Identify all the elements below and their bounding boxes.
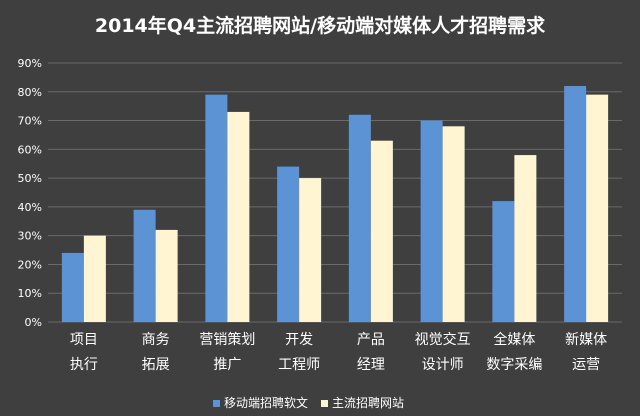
x-tick-label: 拓展 <box>142 357 170 373</box>
bar-series-2 <box>586 94 609 323</box>
x-tick-label: 运营 <box>572 357 600 373</box>
legend-swatch <box>321 400 328 407</box>
y-tick-label: 90% <box>18 57 42 70</box>
bar-series-2 <box>442 126 465 322</box>
legend-label: 主流招聘网站 <box>332 396 404 410</box>
x-tick-label: 全媒体 <box>493 331 535 348</box>
legend-label: 移动端招聘软文 <box>224 395 308 410</box>
legend-swatch <box>213 400 220 407</box>
y-tick-label: 0% <box>25 316 42 329</box>
bar-series-1 <box>420 120 443 322</box>
y-tick-label: 60% <box>18 143 42 156</box>
bar-series-1 <box>133 209 156 322</box>
x-tick-label: 执行 <box>70 357 98 373</box>
bar-series-2 <box>227 111 250 322</box>
x-tick-label: 工程师 <box>278 357 320 373</box>
x-tick-label: 商务 <box>142 332 170 348</box>
bar-series-1 <box>492 201 515 322</box>
bar-series-2 <box>155 229 178 322</box>
x-tick-label: 新媒体 <box>565 332 607 348</box>
x-tick-label: 推广 <box>213 357 241 373</box>
x-tick-label: 经理 <box>357 357 385 373</box>
bar-series-1 <box>277 166 300 322</box>
x-tick-label: 视觉交互 <box>415 331 471 348</box>
bar-series-2 <box>83 235 106 322</box>
bar-series-1 <box>61 252 84 322</box>
y-tick-label: 30% <box>18 230 42 243</box>
y-tick-label: 20% <box>18 258 42 271</box>
bar-series-2 <box>370 140 393 322</box>
y-tick-label: 70% <box>18 115 42 128</box>
x-tick-label: 营销策划 <box>199 331 255 348</box>
y-tick-label: 40% <box>18 201 42 214</box>
y-tick-label: 50% <box>18 172 42 185</box>
bar-series-2 <box>514 155 537 322</box>
x-tick-label: 产品 <box>357 332 385 348</box>
legend: 移动端招聘软文 主流招聘网站 <box>213 395 404 410</box>
x-tick-label: 数字采编 <box>486 357 542 373</box>
bar-series-1 <box>564 86 587 323</box>
bar-series-1 <box>348 114 371 322</box>
y-tick-label: 10% <box>18 287 42 300</box>
bar-series-2 <box>299 178 322 322</box>
y-axis-ticks: 0% 10% 20% 30% 40% 50% 60% 70% 80% 90% <box>18 57 42 329</box>
chart-title: 2014年Q4主流招聘网站/移动端对媒体人才招聘需求 <box>95 14 546 37</box>
bar-series-1 <box>205 94 228 323</box>
x-tick-label: 设计师 <box>422 357 464 373</box>
y-tick-label: 80% <box>18 86 42 99</box>
x-tick-label: 项目 <box>70 332 98 348</box>
bars <box>61 86 609 323</box>
x-tick-label: 开发 <box>285 332 313 348</box>
